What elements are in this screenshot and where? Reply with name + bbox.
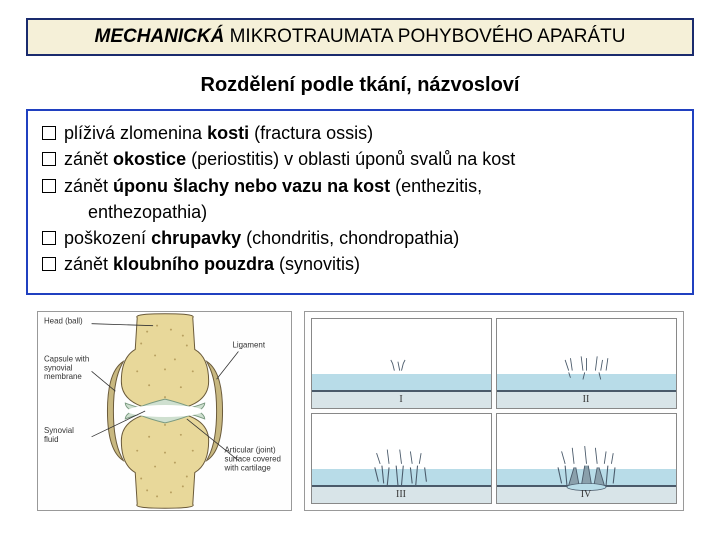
label-head: Head (ball) (43, 316, 82, 325)
stage-cell: IV (496, 413, 677, 504)
label-ligament: Ligament (232, 340, 265, 349)
bullet-icon (42, 179, 56, 193)
bullet-icon (42, 126, 56, 140)
images-row: Head (ball) Capsule with synovial membra… (26, 311, 694, 511)
bullet-icon (42, 231, 56, 245)
stages-diagram: I II III (304, 311, 684, 511)
joint-svg: Head (ball) Capsule with synovial membra… (38, 311, 291, 511)
subtitle: Rozdělení podle tkání, názvosloví (26, 74, 694, 97)
label-capsule: Capsule with synovial membrane (43, 354, 91, 381)
bullet-icon (42, 257, 56, 271)
list-item: plíživá zlomenina kosti (fractura ossis) (42, 121, 678, 145)
list-item: zánět úponu šlachy nebo vazu na kost (en… (42, 174, 678, 198)
stage-label: II (583, 394, 590, 405)
label-synovial: Synovial fluid (43, 426, 75, 444)
title-bold: MECHANICKÁ (95, 26, 225, 47)
content-box: plíživá zlomenina kosti (fractura ossis)… (26, 109, 694, 295)
label-articular: Articular (joint) surface covered with c… (223, 445, 283, 472)
title-rest: MIKROTRAUMATA POHYBOVÉHO APARÁTU (224, 26, 625, 47)
list-item: poškození chrupavky (chondritis, chondro… (42, 226, 678, 250)
list-item: zánět okostice (periostitis) v oblasti ú… (42, 147, 678, 171)
stage-label: I (399, 394, 402, 405)
title-box: MECHANICKÁ MIKROTRAUMATA POHYBOVÉHO APAR… (26, 18, 694, 56)
stage-label: III (396, 489, 406, 500)
joint-diagram: Head (ball) Capsule with synovial membra… (37, 311, 292, 511)
bullet-icon (42, 152, 56, 166)
stage-cell: II (496, 318, 677, 409)
stage-label: IV (581, 489, 592, 500)
list-item-continuation: enthezopathia) (42, 200, 678, 224)
stage-cell: III (311, 413, 492, 504)
list-item: zánět kloubního pouzdra (synovitis) (42, 252, 678, 276)
stage-cell: I (311, 318, 492, 409)
